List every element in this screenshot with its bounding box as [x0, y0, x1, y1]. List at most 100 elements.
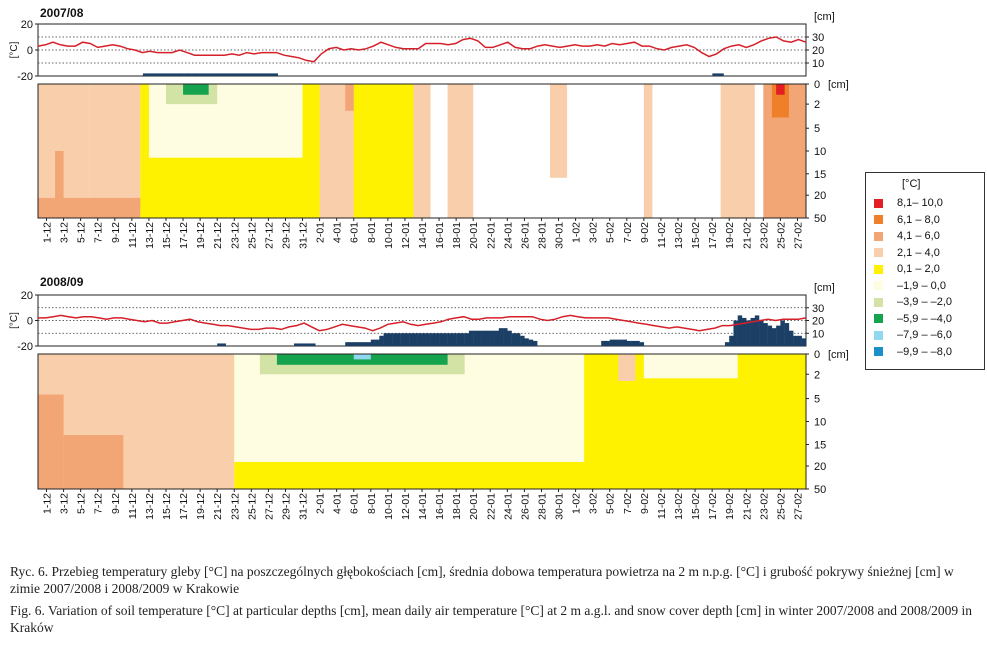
snow-bar: [150, 73, 155, 76]
snow-bar: [221, 73, 226, 76]
snow-bar: [759, 320, 764, 346]
depth-tick-label: 20: [814, 461, 826, 473]
date-tick-label: 29-12: [281, 493, 293, 520]
date-tick-label: 30-01: [554, 222, 566, 249]
snow-bar: [199, 73, 204, 76]
snow-bar: [754, 315, 760, 346]
snow-bar: [375, 339, 380, 346]
date-tick-label: 31-12: [298, 493, 310, 520]
date-tick-label: 9-12: [110, 222, 122, 243]
snow-bar: [503, 328, 508, 346]
date-tick-label: 1-12: [42, 493, 54, 514]
snow-bar: [507, 330, 512, 346]
depth-tick-label: 10: [814, 146, 826, 158]
legend-swatch: [874, 264, 883, 274]
date-tick-label: 9-02: [639, 493, 651, 514]
legend-label: –7,9 – –6,0: [897, 329, 953, 341]
soil-temperature-region: [38, 394, 64, 489]
snow-bar: [498, 328, 504, 346]
legend-entry: –1,9 – 0,0: [874, 280, 946, 292]
snow-tick-label: 30: [812, 303, 824, 315]
date-tick-label: 5-12: [76, 493, 88, 514]
snow-bar: [737, 315, 743, 346]
snow-bar: [729, 335, 734, 346]
date-tick-label: 25-12: [246, 493, 258, 520]
snow-bar: [771, 328, 777, 346]
snow-bar: [161, 73, 166, 76]
snow-bar: [157, 73, 162, 76]
snow-bar: [270, 73, 275, 76]
snow-bar: [473, 330, 478, 346]
date-tick-label: 11-02: [656, 222, 668, 248]
snow-axis-unit: [cm]: [814, 282, 835, 294]
date-tick-label: 4-01: [332, 222, 344, 243]
snow-bar: [232, 73, 237, 76]
date-tick-label: 17-02: [707, 493, 719, 520]
temp-tick-label: -20: [17, 71, 33, 83]
snow-tick-label: 20: [812, 45, 824, 57]
legend-swatch: [874, 198, 883, 208]
date-tick-label: 14-01: [417, 222, 429, 249]
snow-bar: [605, 340, 610, 346]
snow-bar: [236, 73, 241, 76]
legend-entry: 8,1– 10,0: [874, 197, 943, 209]
date-tick-label: 27-12: [263, 222, 275, 249]
legend-label: 6,1 – 8,0: [897, 213, 940, 226]
depth-tick-label: 0: [814, 349, 820, 361]
snow-bar: [370, 339, 376, 346]
snow-bar: [262, 73, 267, 76]
snow-bar: [362, 342, 367, 346]
legend-swatch: [874, 330, 883, 340]
snow-bar: [724, 342, 730, 346]
legend-entry: 4,1 – 6,0: [874, 230, 940, 242]
date-tick-label: 27-12: [263, 493, 275, 520]
air-temperature-line: [38, 314, 807, 332]
snow-bar: [532, 340, 538, 346]
caption-polish: Ryc. 6. Przebieg temperatury gleby [°C] …: [10, 564, 954, 596]
legend-swatch: [874, 314, 883, 323]
air-temperature-line: [37, 36, 807, 63]
date-tick-label: 14-01: [417, 493, 429, 520]
snow-bar: [797, 335, 802, 346]
soil-temperature-region: [776, 84, 785, 95]
snow-bar: [801, 338, 807, 346]
soil-temperature-heatmap: [38, 354, 806, 489]
legend-swatch: [874, 297, 883, 307]
snow-bar: [464, 333, 470, 346]
date-tick-label: 17-12: [178, 222, 190, 249]
date-tick-label: 8-01: [366, 493, 378, 514]
soil-temperature-region: [63, 435, 124, 489]
depth-axis-unit: [cm]: [828, 349, 849, 361]
date-tick-label: 23-12: [229, 222, 241, 249]
snow-bar: [716, 73, 721, 76]
date-tick-label: 20-01: [468, 222, 480, 249]
date-tick-label: 19-02: [724, 222, 736, 249]
snow-bar: [266, 73, 271, 76]
date-tick-label: 2-01: [315, 222, 327, 243]
date-tick-label: 17-02: [707, 222, 719, 249]
snow-bar: [486, 330, 491, 346]
date-tick-label: 7-02: [622, 493, 634, 514]
snow-tick-label: 10: [812, 58, 824, 70]
depth-tick-label: 2: [814, 369, 820, 381]
date-tick-label: 16-01: [434, 493, 446, 520]
snow-bar: [221, 343, 226, 346]
snow-bar: [225, 73, 230, 76]
snow-bar: [456, 333, 461, 346]
date-tick-label: 22-01: [485, 493, 497, 520]
snow-bar: [776, 325, 781, 346]
snow-bar: [255, 73, 260, 76]
snow-bar: [259, 73, 263, 76]
date-tick-label: 15-12: [161, 222, 173, 249]
date-tick-label: 5-12: [76, 222, 88, 243]
date-tick-label: 28-01: [537, 493, 549, 520]
snow-bar: [217, 73, 222, 76]
temp-tick-label: 0: [27, 45, 33, 57]
temp-tick-label: 0: [27, 316, 33, 328]
snow-bar: [520, 335, 525, 346]
snow-bar: [311, 343, 316, 346]
legend-label: 0,1 – 2,0: [897, 263, 940, 275]
legend: [°C] 8,1– 10,0 6,1 – 8,0 4,1 – 6,0 2,1 – 4,…: [865, 172, 985, 370]
date-tick-label: 11-12: [127, 222, 139, 248]
date-tick-label: 29-12: [281, 222, 293, 249]
